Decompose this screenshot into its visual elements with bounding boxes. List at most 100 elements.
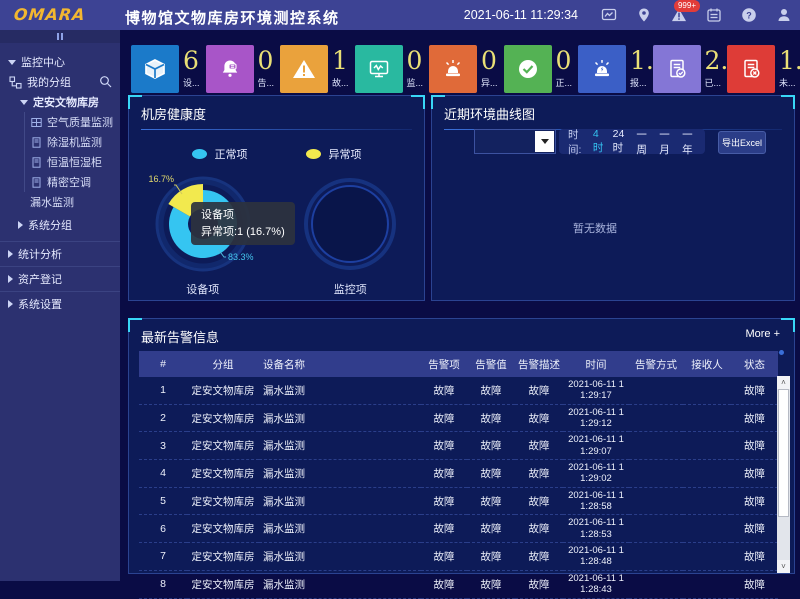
doc-x-icon <box>744 59 760 78</box>
more-link[interactable]: More + <box>745 328 780 340</box>
scroll-down-button[interactable]: ˅ <box>777 560 790 573</box>
siren-icon <box>445 60 461 77</box>
datetime-display: 2021-06-11 11:29:34 <box>463 8 578 22</box>
table-row[interactable]: 6 定安文物库房 漏水监测 故障 故障 故障 2021-06-11 1 1:28:53 … <box>139 514 778 544</box>
alarm-icon[interactable]: 999+ <box>671 0 700 23</box>
monitor-icon <box>369 60 388 78</box>
time-option-year[interactable]: 一年 <box>682 128 693 156</box>
stat-card-unhandled-tile[interactable] <box>727 45 775 93</box>
table-scrollbar[interactable]: ˄ ˅ <box>777 376 790 573</box>
svg-text:16.7%: 16.7% <box>148 174 174 184</box>
device-icon <box>32 136 41 148</box>
sidebar-item-asset-register[interactable]: 资产登记 <box>0 266 120 289</box>
warning-triangle-icon <box>293 60 315 78</box>
top-header: OMARA 博物馆文物库房环境测控系统 2021-06-11 11:29:34 … <box>0 0 800 30</box>
table-row[interactable]: 1 定安文物库房 漏水监测 故障 故障 故障 2021-06-11 1 1:29:17 … <box>139 377 778 405</box>
sidebar-item-storeroom[interactable]: 定安文物库房 <box>0 92 120 112</box>
monitor-donut: 监控项 <box>277 168 425 297</box>
sidebar-item-thermostat-cabinet[interactable]: 恒温恒湿柜 <box>25 152 120 172</box>
sidebar-item-water-leak[interactable]: 漏水监测 <box>30 197 74 209</box>
device-donut-label: 设备项 <box>186 284 220 296</box>
stat-card-devices: 6 设... <box>131 45 206 93</box>
sidebar-item-system-settings[interactable]: 系统设置 <box>0 291 120 314</box>
screen-icon[interactable] <box>601 7 617 23</box>
table-row[interactable]: 2 定安文物库房 漏水监测 故障 故障 故障 2021-06-11 1 1:29:12 … <box>139 404 778 433</box>
legend-normal-marker <box>191 149 207 159</box>
sidebar-item-system-groups[interactable]: 系统分组 <box>0 215 120 235</box>
scrollbar-thumb[interactable] <box>778 389 789 517</box>
search-icon[interactable] <box>99 75 112 91</box>
table-row[interactable]: 5 定安文物库房 漏水监测 故障 故障 故障 2021-06-11 1 1:28:58 … <box>139 487 778 516</box>
stat-card-handled-tile[interactable] <box>652 45 701 93</box>
sidebar: 监控中心 我的分组 定安文物库房 空气质量监测 <box>0 30 120 581</box>
time-option-4h[interactable]: 4时 <box>592 128 604 154</box>
brand-logo: OMARA <box>13 5 87 24</box>
legend-normal[interactable]: 正常项 <box>191 146 248 162</box>
cube-icon <box>145 59 165 79</box>
sidebar-item-monitor-center[interactable]: 监控中心 <box>0 52 120 72</box>
siren-bolt-icon <box>594 60 610 77</box>
device-icon <box>32 156 41 168</box>
sidebar-item-statistics[interactable]: 统计分析 <box>0 241 120 264</box>
health-panel-title: 机房健康度 <box>141 107 207 122</box>
device-icon <box>32 176 41 188</box>
table-row[interactable]: 8 定安文物库房 漏水监测 故障 故障 故障 2021-06-11 1 1:28:43 … <box>139 570 778 599</box>
title-underline <box>141 129 412 130</box>
stat-card-alerts-tile[interactable] <box>205 45 254 93</box>
scroll-up-button[interactable]: ˄ <box>777 376 790 389</box>
stat-card-monitoring: 0 监... <box>354 45 430 93</box>
stat-card-devices-tile[interactable] <box>131 45 179 93</box>
monitor-donut-label: 监控项 <box>333 284 367 296</box>
table-row[interactable]: 7 定安文物库房 漏水监测 故障 故障 故障 2021-06-11 1 1:28:48 … <box>139 542 778 571</box>
help-icon[interactable]: ? <box>741 7 757 23</box>
sidebar-item-precision-ac[interactable]: 精密空调 <box>25 172 120 192</box>
main-content: 6 设... 0 告... <box>120 30 800 599</box>
stat-card-normal-tile[interactable] <box>503 45 552 93</box>
time-range-filter: 时间: 4时 24时 一周 一月 一年 <box>559 128 705 156</box>
calendar-icon[interactable] <box>706 7 722 23</box>
stat-card-handled: 2. 已... <box>652 45 727 93</box>
stat-card-monitoring-tile[interactable] <box>354 45 403 93</box>
stat-card-alarming-tile[interactable] <box>578 45 626 93</box>
time-option-week[interactable]: 一周 <box>636 128 647 156</box>
sidebar-item-my-groups[interactable]: 我的分组 <box>0 72 120 92</box>
stat-card-faults-tile[interactable] <box>280 45 328 93</box>
legend-abnormal[interactable]: 异常项 <box>305 146 362 162</box>
stat-cards-row: 6 设... 0 告... <box>131 45 800 93</box>
doc-check-icon <box>669 59 686 78</box>
curve-controls: 时间: 4时 24时 一周 一月 一年 导出Excel <box>432 128 794 156</box>
storeroom-children: 空气质量监测 除湿机监测 恒温恒湿柜 精密空调 <box>24 112 120 192</box>
location-icon[interactable] <box>636 7 652 23</box>
chevron-right-icon <box>18 221 23 229</box>
legend-abnormal-marker <box>305 149 321 159</box>
time-option-month[interactable]: 一月 <box>659 128 670 156</box>
chevron-down-icon <box>20 99 28 105</box>
curve-panel-title: 近期环境曲线图 <box>444 107 536 122</box>
chevron-down-icon[interactable] <box>535 131 554 152</box>
sidebar-item-dehumidifier[interactable]: 除湿机监测 <box>25 132 120 152</box>
stat-card-unhandled: 1. 未... <box>727 45 800 93</box>
no-data-placeholder: 暂无数据 <box>573 223 617 235</box>
curve-panel: 近期环境曲线图 时间: 4时 24时 一周 一月 一年 导出Excel 暂无数据 <box>431 95 795 301</box>
time-option-24h[interactable]: 24时 <box>612 128 625 154</box>
chart-legend: 正常项 异常项 <box>129 146 424 162</box>
sidebar-collapse-handle[interactable] <box>0 30 120 43</box>
table-row[interactable]: 4 定安文物库房 漏水监测 故障 故障 故障 2021-06-11 1 1:29:02 … <box>139 459 778 488</box>
alarm-panel: 最新告警信息 More + # 分组 设备名称 告警项 告警值 告警描 <box>128 318 795 599</box>
svg-text:?: ? <box>746 10 752 20</box>
chart-tooltip: 设备项 异常项:1 (16.7%) <box>191 202 295 245</box>
export-excel-button[interactable]: 导出Excel <box>718 131 766 154</box>
alarm-panel-title: 最新告警信息 <box>141 330 220 345</box>
stat-card-alerts: 0 告... <box>205 45 281 93</box>
stat-card-alarming: 1. 报... <box>578 45 653 93</box>
sidebar-nav: 监控中心 我的分组 定安文物库房 空气质量监测 <box>0 43 120 314</box>
stat-card-normal: 0 正... <box>503 45 579 93</box>
health-panel: 机房健康度 正常项 异常项 16.7% <box>128 95 425 301</box>
device-select[interactable] <box>474 129 556 154</box>
sidebar-item-air-quality[interactable]: 空气质量监测 <box>25 112 120 132</box>
user-icon[interactable] <box>776 7 792 23</box>
stat-card-abnormal-tile[interactable] <box>429 45 477 93</box>
table-row[interactable]: 3 定安文物库房 漏水监测 故障 故障 故障 2021-06-11 1 1:29:07 … <box>139 431 778 461</box>
monitor-donut-chart[interactable] <box>290 168 410 280</box>
